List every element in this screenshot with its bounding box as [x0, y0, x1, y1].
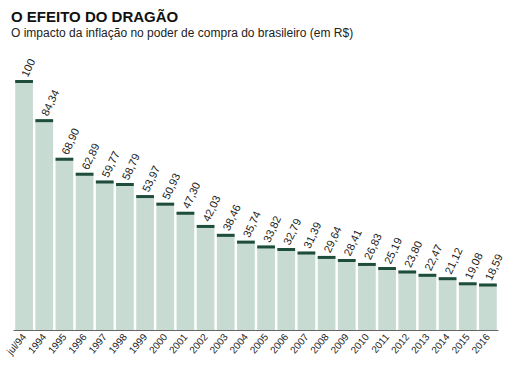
svg-text:29,64: 29,64: [321, 224, 344, 254]
svg-text:53,97: 53,97: [140, 164, 163, 194]
svg-text:1997: 1997: [86, 331, 109, 355]
svg-text:2012: 2012: [389, 331, 412, 355]
svg-text:O EFEITO DO DRAGÃO: O EFEITO DO DRAGÃO: [11, 8, 179, 25]
svg-text:22,47: 22,47: [422, 242, 445, 272]
svg-text:2003: 2003: [207, 331, 230, 355]
svg-text:2010: 2010: [348, 331, 371, 355]
svg-text:21,12: 21,12: [442, 246, 465, 276]
svg-text:2014: 2014: [429, 331, 452, 355]
svg-text:35,74: 35,74: [240, 209, 263, 239]
svg-text:2008: 2008: [308, 331, 331, 355]
svg-text:31,39: 31,39: [301, 220, 324, 250]
svg-text:1995: 1995: [46, 331, 69, 355]
svg-text:2000: 2000: [147, 331, 170, 355]
svg-text:84,34: 84,34: [39, 88, 62, 118]
svg-text:58,79: 58,79: [119, 152, 142, 182]
svg-text:47,30: 47,30: [180, 180, 203, 210]
svg-text:1998: 1998: [106, 331, 129, 355]
svg-text:59,77: 59,77: [99, 149, 122, 179]
svg-text:42,03: 42,03: [200, 193, 223, 223]
svg-text:2011: 2011: [369, 331, 392, 355]
svg-text:32,79: 32,79: [281, 217, 304, 247]
svg-text:62,89: 62,89: [79, 141, 102, 171]
svg-text:68,90: 68,90: [59, 126, 82, 156]
svg-text:38,46: 38,46: [220, 202, 243, 232]
svg-text:2016: 2016: [469, 331, 492, 355]
svg-text:28,41: 28,41: [341, 228, 364, 258]
svg-text:2006: 2006: [268, 331, 291, 355]
svg-text:25,19: 25,19: [382, 236, 405, 266]
svg-text:2015: 2015: [449, 331, 472, 355]
svg-text:2001: 2001: [167, 331, 190, 355]
svg-text:2009: 2009: [328, 331, 351, 355]
svg-text:33,82: 33,82: [261, 214, 284, 244]
svg-text:23,80: 23,80: [402, 239, 425, 269]
svg-text:2007: 2007: [288, 331, 311, 355]
svg-text:O impacto da inflação no poder: O impacto da inflação no poder de compra…: [11, 26, 353, 40]
svg-text:26,83: 26,83: [361, 231, 384, 261]
svg-text:jul/94: jul/94: [4, 331, 29, 357]
svg-text:50,93: 50,93: [160, 171, 183, 201]
svg-text:2002: 2002: [187, 331, 210, 355]
svg-text:100: 100: [19, 57, 38, 79]
svg-text:2005: 2005: [248, 331, 271, 355]
svg-text:2004: 2004: [227, 331, 250, 355]
svg-text:1996: 1996: [66, 331, 89, 355]
svg-text:1999: 1999: [127, 331, 150, 355]
svg-text:19,08: 19,08: [462, 251, 485, 281]
svg-text:18,59: 18,59: [482, 252, 505, 282]
svg-text:2013: 2013: [409, 331, 432, 355]
svg-text:1994: 1994: [26, 331, 49, 355]
